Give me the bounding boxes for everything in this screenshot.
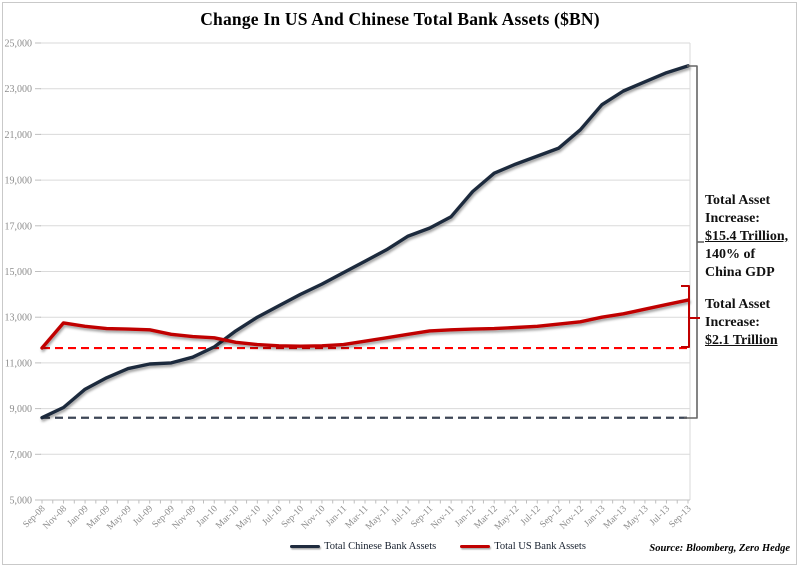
annotation-line: Increase: — [705, 315, 760, 330]
y-axis-labels: 5,000 7,000 9,000 11,000 13,000 15,000 17,000 1… — [5, 39, 33, 507]
x-axis-label: Sep-13 — [668, 504, 694, 530]
legend-label-us-assets: Total US Bank Assets — [494, 541, 586, 552]
x-axis-label: Nov-09 — [171, 504, 199, 532]
y-axis-label: 23,000 — [5, 84, 33, 95]
y-axis-label: 25,000 — [5, 39, 33, 50]
source-note: Source: Bloomberg, Zero Hedge — [649, 543, 790, 554]
x-axis-label: May-10 — [235, 504, 264, 533]
x-axis-label: Nov-08 — [42, 504, 70, 532]
legend-item-us-assets: Total US Bank Assets — [460, 541, 586, 552]
series-line-total-us-bank-assets — [40, 298, 690, 350]
axis-ticks — [35, 42, 689, 504]
y-axis-label: 13,000 — [5, 313, 33, 324]
chart-title: Change In US And Chinese Total Bank Asse… — [200, 9, 600, 29]
chart-legend: Total Chinese Bank Assets Total US Bank … — [38, 541, 800, 552]
y-axis-label: 7,000 — [10, 450, 33, 461]
y-axis-label: 21,000 — [5, 130, 33, 141]
annotation-line: Total Asset — [705, 297, 771, 312]
x-axis-label: Nov-12 — [558, 504, 586, 532]
x-axis-label: Nov-11 — [429, 504, 457, 532]
annotation-china-asset-increase: Total Asset Increase: $15.4 Trillion, 14… — [705, 192, 800, 282]
x-axis-label: May-11 — [364, 504, 392, 532]
y-axis-label: 19,000 — [5, 176, 33, 187]
annotation-us-asset-increase: Total Asset Increase: $2.1 Trillion — [705, 296, 800, 350]
legend-item-chinese-assets: Total Chinese Bank Assets — [290, 541, 436, 552]
bracket-us-increase — [681, 285, 690, 348]
x-axis-label: May-13 — [622, 504, 651, 533]
legend-label-chinese-assets: Total Chinese Bank Assets — [324, 541, 437, 552]
legend-swatch-us-assets — [460, 544, 491, 549]
y-axis-label: 9,000 — [10, 404, 33, 415]
x-axis-labels: Sep-08Nov-08Jan-09Mar-09May-09Jul-09Sep-… — [22, 504, 694, 533]
y-axis-label: 17,000 — [5, 221, 33, 232]
annotation-line-amount: $2.1 Trillion — [705, 333, 778, 348]
annotation-line: Total Asset — [705, 193, 771, 208]
annotation-brackets — [681, 65, 704, 419]
annotation-line: 140% of — [705, 247, 756, 262]
series-line-total-chinese-bank-assets — [40, 64, 690, 420]
x-axis-label: May-09 — [105, 504, 134, 533]
y-gridlines — [40, 42, 691, 501]
reference-lines — [42, 346, 689, 419]
y-axis-label: 11,000 — [5, 358, 32, 369]
y-axis-label: 5,000 — [10, 496, 33, 507]
x-axis-label: May-12 — [493, 504, 522, 533]
y-axis-label: 15,000 — [5, 267, 33, 278]
legend-swatch-chinese-assets — [290, 544, 321, 549]
x-axis-label: Nov-10 — [300, 504, 328, 532]
annotation-line-amount: $15.4 Trillion, — [705, 229, 789, 244]
series-lines — [40, 64, 690, 420]
annotation-line: China GDP — [705, 265, 775, 280]
annotation-line: Increase: — [705, 211, 760, 226]
